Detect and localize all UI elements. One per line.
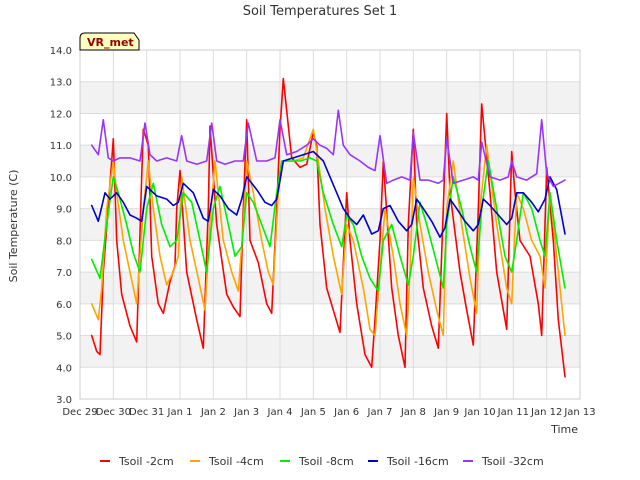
plot-band — [80, 335, 580, 368]
x-tick-label: Dec 29 — [62, 407, 97, 418]
x-tick-label: Jan 1 — [167, 407, 193, 418]
series-line-tsoil-32cm — [90, 109, 566, 188]
x-tick-label: Jan 5 — [300, 407, 326, 418]
series-line-tsoil-16cm — [90, 150, 566, 238]
x-tick-label: Jan 12 — [530, 407, 562, 418]
legend-label: Tsoil -16cm — [386, 455, 449, 468]
x-tick-label: Jan 10 — [463, 407, 495, 418]
y-tick-label: 6.0 — [56, 300, 72, 311]
legend-label: Tsoil -32cm — [481, 455, 544, 468]
x-tick-label: Jan 2 — [200, 407, 226, 418]
legend: Tsoil -2cm Tsoil -4cm Tsoil -8cm Tsoil -16c… — [100, 455, 544, 468]
series-lines — [90, 77, 566, 378]
x-tick-label: Jan 3 — [233, 407, 259, 418]
y-tick-label: 11.0 — [50, 141, 72, 152]
x-tick-label: Jan 6 — [333, 407, 359, 418]
plot-band — [80, 113, 580, 146]
y-tick-label: 10.0 — [50, 173, 72, 184]
x-tick-label: Dec 31 — [129, 407, 164, 418]
plot-band — [80, 81, 580, 114]
y-tick-label: 9.0 — [56, 205, 72, 216]
legend-label: Tsoil -8cm — [298, 455, 354, 468]
plot-band — [80, 367, 580, 399]
series-line-tsoil-2cm — [90, 77, 566, 378]
y-tick-label: 5.0 — [56, 332, 72, 343]
y-tick-label: 8.0 — [56, 236, 72, 247]
plot-band — [80, 145, 580, 177]
plot-band — [80, 176, 580, 209]
annotation-badge: VR_met — [79, 32, 140, 51]
plot-frame — [79, 49, 581, 400]
legend-label: Tsoil -2cm — [118, 455, 174, 468]
y-tick-label: 13.0 — [50, 78, 72, 89]
y-axis-label: Soil Temperature (C) — [7, 170, 20, 283]
x-axis-label: Time — [550, 423, 578, 436]
y-tick-label: 14.0 — [50, 46, 72, 57]
x-tick-label: Jan 4 — [267, 407, 293, 418]
y-axis-ticks: 3.0 4.0 5.0 6.0 7.0 8.0 9.0 10.0 11.0 12.0 13.0 14.… — [50, 46, 72, 406]
x-tick-label: Jan 11 — [497, 407, 529, 418]
plot-band — [80, 303, 580, 336]
y-tick-label: 12.0 — [50, 109, 72, 120]
series-line-tsoil-8cm — [90, 157, 566, 292]
x-tick-label: Dec 30 — [96, 407, 131, 418]
plot-band — [80, 50, 580, 82]
x-tick-label: Jan 7 — [367, 407, 393, 418]
y-tick-label: 3.0 — [56, 395, 72, 406]
y-tick-label: 4.0 — [56, 363, 72, 374]
chart-title: Soil Temperatures Set 1 — [243, 4, 398, 19]
x-tick-label: Jan 9 — [433, 407, 459, 418]
y-tick-label: 7.0 — [56, 268, 72, 279]
x-tick-label: Jan 13 — [563, 407, 595, 418]
legend-label: Tsoil -4cm — [208, 455, 264, 468]
annotation-box — [79, 32, 140, 51]
x-tick-label: Jan 8 — [400, 407, 426, 418]
annotation-text: VR_met — [87, 36, 134, 49]
